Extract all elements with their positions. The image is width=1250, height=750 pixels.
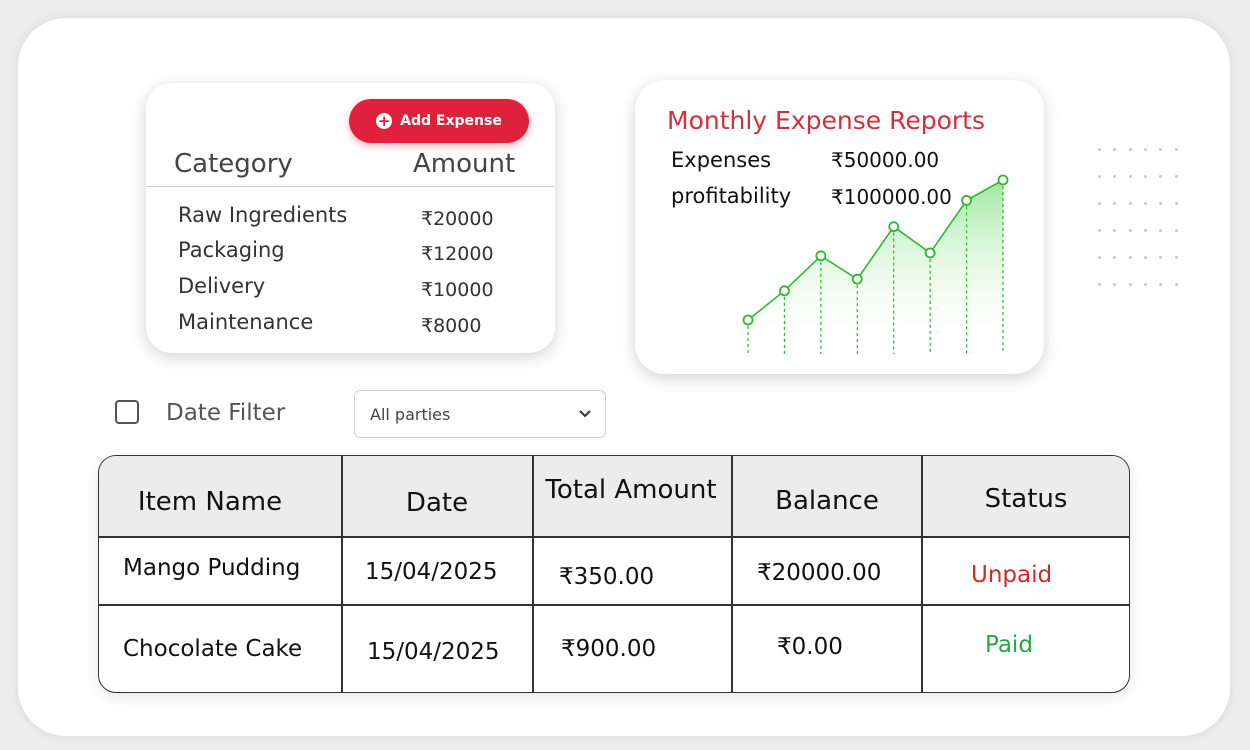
decorative-dot: [1098, 283, 1101, 286]
decorative-dot: [1098, 256, 1101, 259]
decorative-dot: [1159, 256, 1163, 259]
report-title: Monthly Expense Reports: [667, 106, 985, 135]
category-amount: ₹20000: [421, 208, 494, 230]
row-divider: [99, 536, 1129, 538]
trend-chart: [742, 174, 1009, 354]
cell-item-name: Chocolate Cake: [123, 636, 303, 662]
expenses-value: ₹50000.00: [831, 148, 940, 172]
category-header: Category: [174, 149, 293, 179]
decorative-dot: [1098, 229, 1101, 232]
category-amount: ₹12000: [421, 243, 494, 265]
decorative-dot: [1174, 283, 1178, 286]
plus-circle-icon: +: [376, 112, 393, 130]
date-filter-checkbox[interactable]: [115, 400, 139, 424]
column-divider: [341, 456, 343, 692]
decorative-dot: [1128, 148, 1132, 151]
decorative-dot: [1098, 175, 1101, 178]
decorative-dot: [1128, 202, 1132, 205]
decorative-dot: [1128, 229, 1132, 232]
trend-area: [748, 180, 1003, 354]
decorative-dot: [1174, 175, 1178, 178]
decorative-dot: [1143, 148, 1147, 151]
expenses-label: Expenses: [671, 148, 772, 172]
category-name: Packaging: [178, 238, 285, 262]
status-badge: Paid: [985, 632, 1033, 658]
profitability-value: ₹100000.00: [831, 185, 952, 209]
decorative-dot: [1174, 202, 1178, 205]
column-header-status: Status: [984, 484, 1068, 514]
decorative-dot: [1128, 283, 1132, 286]
decorative-dot: [1113, 256, 1117, 259]
monthly-report-card: Monthly Expense Reports Expenses ₹50000.…: [635, 80, 1044, 374]
party-select[interactable]: All parties: [354, 390, 606, 438]
decorative-dot: [1098, 148, 1101, 151]
trend-point: [851, 273, 863, 285]
decorative-dot: [1159, 229, 1163, 232]
decorative-dot: [1174, 148, 1178, 151]
column-header-total-amount: Total Amount: [545, 475, 717, 505]
column-header-date: Date: [405, 488, 469, 518]
decorative-dot: [1143, 256, 1147, 259]
expense-category-card: + Add Expense Category Amount Raw Ingred…: [146, 83, 555, 353]
status-badge: Unpaid: [971, 562, 1053, 588]
decorative-dot: [1128, 175, 1132, 178]
decorative-dot: [1159, 283, 1163, 286]
date-filter-label: Date Filter: [166, 400, 286, 426]
category-name: Delivery: [178, 274, 266, 298]
cell-balance: ₹20000.00: [757, 560, 882, 586]
cell-total-amount: ₹350.00: [559, 564, 655, 590]
decorative-dot: [1159, 148, 1163, 151]
decorative-dot: [1174, 256, 1178, 259]
chevron-down-icon: [579, 410, 591, 418]
decorative-dot-grid: [1098, 148, 1190, 298]
column-divider: [731, 456, 733, 692]
items-table: Item Name Date Total Amount Balance Stat…: [98, 455, 1130, 693]
decorative-dot: [1143, 283, 1147, 286]
decorative-dot: [1113, 229, 1117, 232]
category-name: Maintenance: [178, 310, 314, 334]
column-header-balance: Balance: [775, 486, 879, 516]
cell-balance: ₹0.00: [777, 634, 843, 660]
column-header-item-name: Item Name: [137, 487, 283, 517]
decorative-dot: [1143, 175, 1147, 178]
trend-point: [742, 314, 754, 326]
column-divider: [921, 456, 923, 692]
trend-point: [888, 221, 900, 233]
add-expense-button[interactable]: + Add Expense: [349, 99, 529, 143]
cell-total-amount: ₹900.00: [561, 636, 657, 662]
decorative-dot: [1113, 283, 1117, 286]
trend-point: [779, 285, 790, 297]
category-amount: ₹8000: [421, 315, 482, 337]
trend-point: [997, 174, 1009, 186]
row-divider: [99, 604, 1129, 606]
add-expense-label: Add Expense: [400, 113, 502, 129]
cell-date: 15/04/2025: [367, 639, 500, 665]
trend-point: [961, 195, 972, 206]
trend-line: [747, 179, 1004, 321]
column-divider: [532, 456, 534, 692]
amount-header: Amount: [413, 149, 516, 179]
header-divider: [146, 186, 555, 187]
cell-date: 15/04/2025: [365, 559, 498, 585]
decorative-dot: [1159, 175, 1163, 178]
decorative-dot: [1113, 148, 1117, 151]
decorative-dot: [1098, 202, 1101, 205]
party-select-value: All parties: [370, 405, 451, 424]
decorative-dot: [1143, 202, 1147, 205]
decorative-dot: [1143, 229, 1147, 232]
decorative-dot: [1159, 202, 1163, 205]
cell-item-name: Mango Pudding: [123, 555, 301, 581]
category-name: Raw Ingredients: [178, 203, 348, 227]
trend-point: [924, 247, 936, 259]
decorative-dot: [1113, 202, 1117, 205]
decorative-dot: [1174, 229, 1178, 232]
table-header-row: [99, 456, 1129, 536]
trend-point: [815, 250, 827, 262]
category-amount: ₹10000: [421, 279, 494, 301]
decorative-dot: [1113, 175, 1117, 178]
profitability-label: profitability: [671, 184, 792, 208]
decorative-dot: [1128, 256, 1132, 259]
